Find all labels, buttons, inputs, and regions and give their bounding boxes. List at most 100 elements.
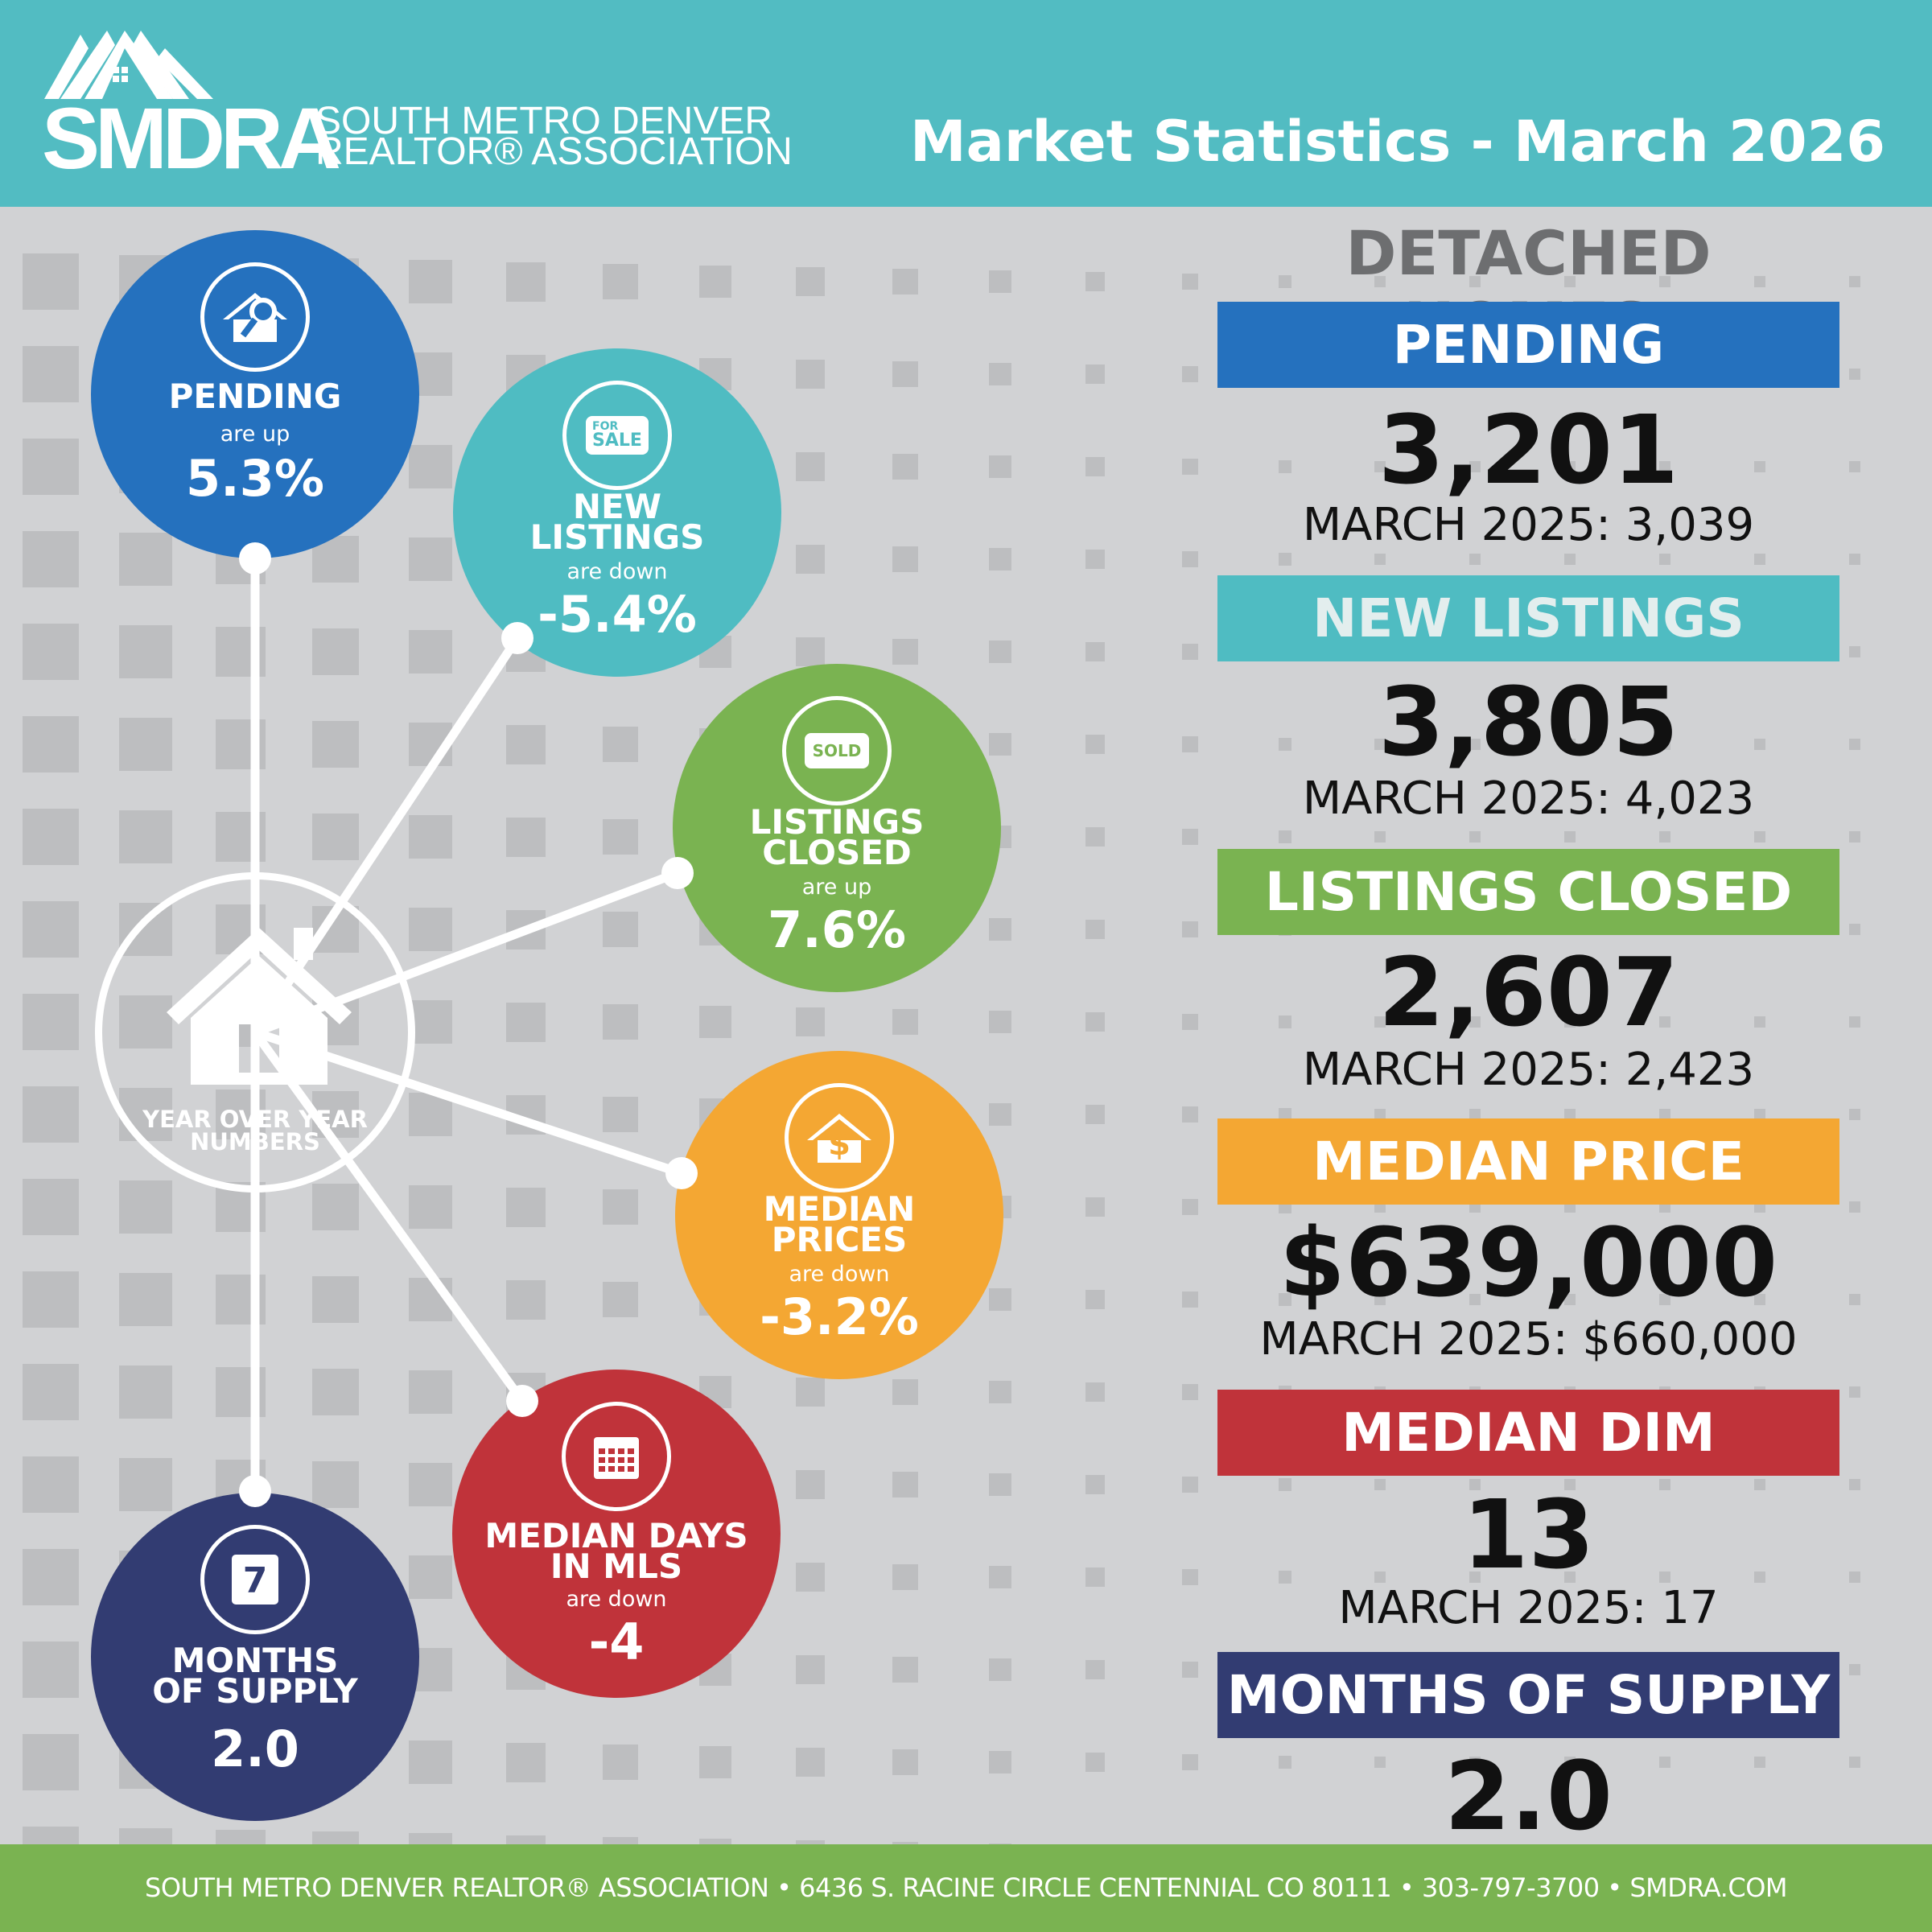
bg-square bbox=[119, 1828, 172, 1844]
bg-square bbox=[1754, 461, 1765, 472]
bg-square bbox=[1469, 1016, 1481, 1028]
bg-square bbox=[1754, 1294, 1765, 1305]
bg-square bbox=[216, 1830, 266, 1844]
bg-square bbox=[1182, 1477, 1198, 1493]
for-sale-icon-text-1: FOR bbox=[592, 420, 619, 433]
listings-closed-circle-label-2: CLOSED bbox=[762, 833, 912, 872]
bg-square bbox=[312, 1461, 359, 1508]
bg-square bbox=[119, 810, 172, 863]
bg-square bbox=[1659, 1016, 1670, 1028]
bg-square bbox=[23, 1549, 79, 1605]
bg-square bbox=[23, 531, 79, 587]
logo-line-1: SOUTH METRO DENVER bbox=[315, 100, 773, 142]
bg-square bbox=[1085, 457, 1105, 476]
bg-square bbox=[312, 1831, 359, 1844]
listings-closed-circle-label-1: LISTINGS bbox=[749, 802, 925, 842]
bg-square bbox=[989, 1843, 1011, 1844]
median-days-circle-label-1: MEDIAN DAYS bbox=[484, 1516, 748, 1555]
bg-square bbox=[602, 911, 639, 948]
logo-acronym: SMDRA bbox=[42, 89, 341, 187]
bg-square bbox=[409, 1740, 452, 1784]
bg-square bbox=[1182, 459, 1198, 475]
bg-square bbox=[23, 1271, 79, 1328]
bg-square bbox=[1849, 1109, 1860, 1120]
median-days-circle: MEDIAN DAYS IN MLS are down -4 bbox=[452, 1370, 781, 1698]
bg-square bbox=[989, 455, 1011, 478]
bg-square bbox=[312, 721, 359, 768]
bg-square bbox=[1085, 1197, 1105, 1217]
bg-square bbox=[1374, 1479, 1386, 1490]
new-listings-circle-label-2: LISTINGS bbox=[529, 517, 705, 557]
listings-closed-circle: SOLD LISTINGS CLOSED are up 7.6% bbox=[673, 664, 1001, 992]
bg-square bbox=[1279, 1015, 1291, 1028]
bg-square bbox=[1182, 1014, 1198, 1030]
pending-circle-direction: are up bbox=[220, 422, 290, 447]
bg-square bbox=[1085, 365, 1105, 384]
bg-square bbox=[1849, 1201, 1860, 1213]
new-listings-circle-value: -5.4% bbox=[538, 585, 697, 644]
year-over-year-hub: YEAR OVER YEAR NUMBERS bbox=[95, 872, 415, 1193]
bg-square bbox=[989, 1566, 1011, 1588]
bg-square bbox=[795, 636, 826, 667]
for-sale-icon-text-2: SALE bbox=[592, 430, 642, 451]
months-supply-circle-label-2: OF SUPPLY bbox=[152, 1671, 358, 1711]
bg-square bbox=[1659, 276, 1670, 287]
median-price-value: $639,000 bbox=[1279, 1207, 1778, 1318]
bg-square bbox=[1564, 1109, 1576, 1120]
house-search-icon bbox=[200, 262, 310, 372]
median-dim-bar: MEDIAN DIM bbox=[1217, 1390, 1839, 1476]
bg-square bbox=[1182, 644, 1198, 660]
bg-square bbox=[1182, 1662, 1198, 1678]
hub-label-2: NUMBERS bbox=[190, 1128, 320, 1155]
median-dim-prior: MARCH 2025: 17 bbox=[1338, 1582, 1719, 1634]
bg-square bbox=[409, 630, 452, 674]
bg-square bbox=[1279, 1108, 1291, 1121]
bg-square bbox=[1085, 1290, 1105, 1309]
bg-square bbox=[1659, 554, 1670, 565]
calendar-7-icon-text: 7 bbox=[232, 1555, 278, 1605]
bg-square bbox=[1085, 735, 1105, 754]
bg-square bbox=[795, 359, 826, 389]
bg-square bbox=[892, 1563, 919, 1591]
bg-square bbox=[1849, 646, 1860, 657]
bg-square bbox=[1849, 1294, 1860, 1305]
bg-square bbox=[409, 1370, 452, 1414]
listings-closed-prior: MARCH 2025: 2,423 bbox=[1302, 1044, 1755, 1096]
bg-square bbox=[1182, 1754, 1198, 1770]
median-prices-circle-label-1: MEDIAN bbox=[763, 1189, 916, 1229]
bg-square bbox=[1849, 461, 1860, 472]
bg-square bbox=[505, 1835, 546, 1844]
bg-square bbox=[409, 1093, 452, 1136]
bg-square bbox=[1182, 1569, 1198, 1585]
bg-square bbox=[602, 1281, 639, 1318]
bg-square bbox=[1754, 1016, 1765, 1028]
bg-square bbox=[795, 451, 826, 482]
bg-square bbox=[1085, 1567, 1105, 1587]
bg-square bbox=[1564, 1294, 1576, 1305]
bg-square bbox=[1849, 924, 1860, 935]
bg-square bbox=[1849, 1386, 1860, 1398]
house-icon bbox=[167, 928, 352, 1085]
median-prices-circle-direction: are down bbox=[789, 1262, 890, 1287]
bg-square bbox=[795, 1654, 826, 1685]
bg-square bbox=[1469, 1109, 1481, 1120]
bg-square bbox=[1182, 1291, 1198, 1308]
bg-square bbox=[1754, 1109, 1765, 1120]
bg-square bbox=[795, 1377, 826, 1407]
bg-square bbox=[1279, 738, 1291, 751]
bg-square bbox=[1374, 1109, 1386, 1120]
bg-square bbox=[119, 625, 172, 678]
bg-square bbox=[1659, 461, 1670, 472]
pending-circle: PENDING are up 5.3% bbox=[91, 230, 419, 558]
months-supply-circle-value: 2.0 bbox=[211, 1720, 299, 1778]
bg-square bbox=[892, 453, 919, 480]
bg-square bbox=[1849, 554, 1860, 565]
bg-square bbox=[23, 809, 79, 865]
bg-square bbox=[1374, 1572, 1386, 1583]
listings-closed-value: 2,607 bbox=[1378, 937, 1679, 1048]
bg-square bbox=[989, 548, 1011, 571]
bg-square bbox=[1564, 831, 1576, 842]
bg-square bbox=[1849, 1016, 1860, 1028]
dot-closed bbox=[661, 857, 694, 889]
bg-square bbox=[23, 1364, 79, 1420]
